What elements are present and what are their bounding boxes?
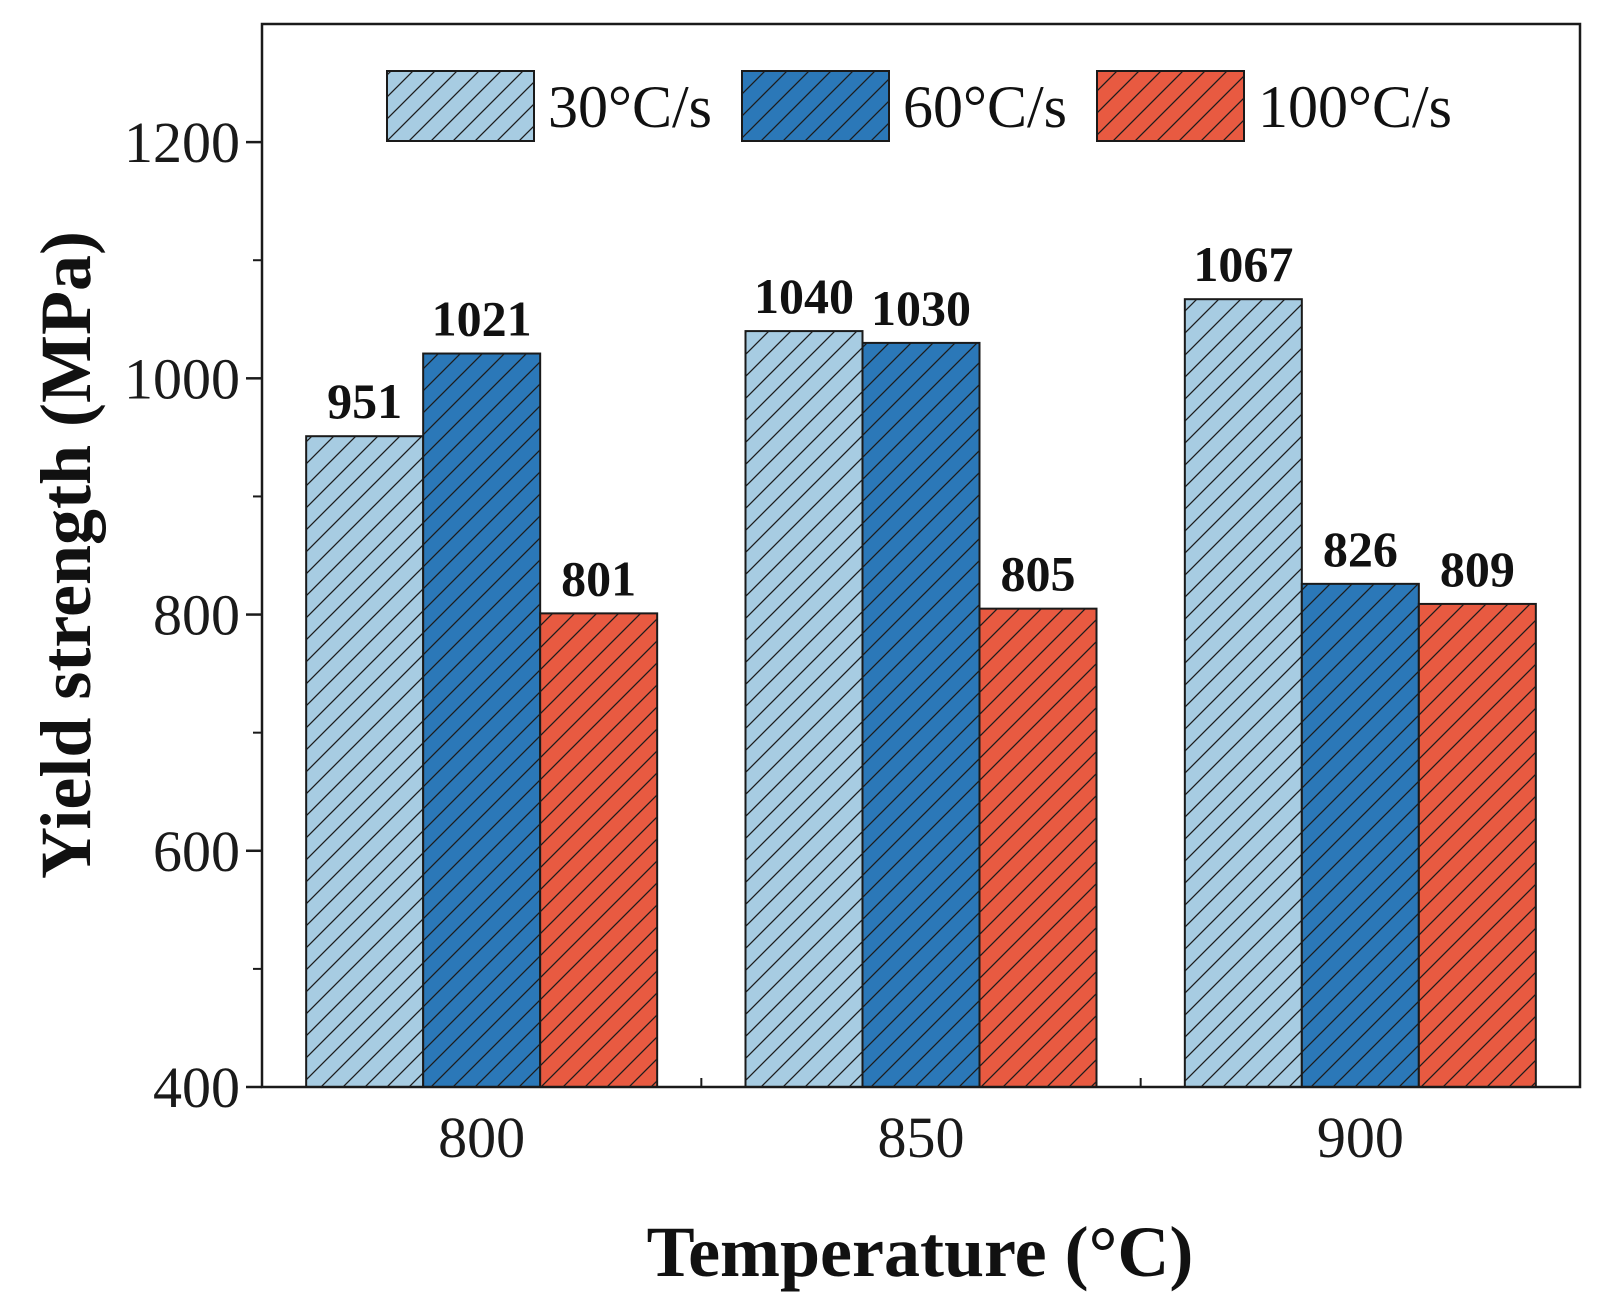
- legend-swatch-hatch: [741, 70, 890, 142]
- data-label: 1040: [754, 268, 854, 324]
- legend: 30°C/s 60°C/s 100°C/s: [386, 70, 1452, 142]
- y-tick-label: 400: [153, 1055, 240, 1120]
- y-tick-label: 1200: [124, 110, 240, 175]
- x-axis-ticks: 800 850 900: [438, 1069, 1404, 1170]
- data-label: 951: [327, 373, 402, 429]
- legend-label: 30°C/s: [548, 74, 712, 140]
- data-label: 1067: [1193, 236, 1293, 292]
- legend-label: 60°C/s: [903, 74, 1067, 140]
- y-tick-label: 600: [153, 819, 240, 884]
- data-label: 826: [1323, 521, 1398, 577]
- x-axis-title: Temperature (°C): [647, 1212, 1194, 1292]
- legend-swatch-hatch: [386, 70, 535, 142]
- y-axis-ticks: 400 600 800 1000 1200: [124, 110, 262, 1120]
- legend-label: 100°C/s: [1258, 74, 1452, 140]
- legend-swatch-hatch: [1096, 70, 1245, 142]
- bar-hatch: [539, 612, 659, 1088]
- data-label: 1030: [871, 280, 971, 336]
- data-label: 809: [1440, 541, 1515, 597]
- plot-frame: [260, 22, 1582, 1089]
- bar-hatch: [1300, 582, 1420, 1088]
- bar-hatch: [422, 352, 542, 1088]
- x-tick-label: 900: [1317, 1105, 1404, 1170]
- bars-group: [305, 298, 1537, 1089]
- bar-hatch: [978, 607, 1098, 1089]
- y-tick-label: 800: [153, 583, 240, 648]
- data-labels-group: 951 1040 1067 1021 1030 826 801 805 809: [327, 236, 1515, 606]
- bar-hatch: [1183, 298, 1303, 1088]
- data-label: 805: [1001, 546, 1076, 602]
- data-label: 1021: [432, 291, 532, 347]
- y-tick-label: 1000: [124, 346, 240, 411]
- data-label: 801: [561, 550, 636, 606]
- bar-hatch: [305, 435, 425, 1088]
- x-tick-label: 850: [878, 1105, 965, 1170]
- bar-hatch: [744, 330, 864, 1089]
- x-tick-label: 800: [438, 1105, 525, 1170]
- y-axis-title: Yield strength (MPa): [26, 231, 106, 879]
- bar-hatch: [861, 341, 981, 1088]
- bar-hatch: [1417, 602, 1537, 1088]
